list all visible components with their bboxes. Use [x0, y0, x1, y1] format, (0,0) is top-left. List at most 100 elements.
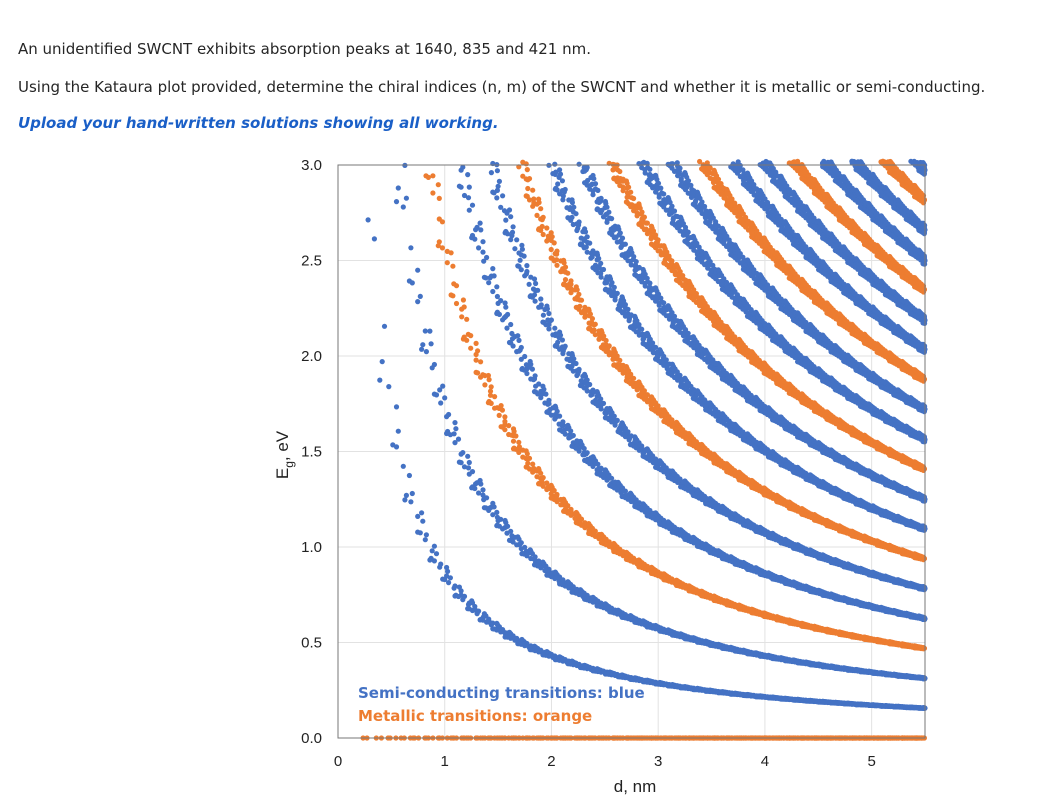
point-S22 [481, 505, 487, 511]
point-S11 [444, 564, 450, 571]
point-S66 [604, 219, 610, 225]
point-S11 [594, 666, 600, 672]
point-S33 [474, 224, 480, 230]
point-M22 [611, 346, 617, 352]
point-M11 [534, 474, 540, 480]
point-M11 [439, 219, 445, 225]
point-M22 [598, 328, 605, 334]
point-M11 [598, 540, 605, 546]
point-S22 [640, 618, 646, 624]
point-M22 [623, 378, 630, 384]
point-S33 [543, 391, 549, 397]
point-M22 [545, 233, 551, 239]
point-M22 [551, 240, 557, 246]
point-S22 [484, 495, 490, 501]
point-M11 [492, 394, 498, 400]
point-S44 [632, 434, 638, 440]
point-S33 [494, 293, 500, 300]
point-S22 [395, 185, 401, 191]
point-S44 [524, 263, 530, 269]
point-S33 [486, 280, 492, 286]
point-M44 [710, 179, 717, 186]
point-S22 [657, 628, 663, 634]
point-M22 [536, 227, 542, 233]
point-S33 [469, 235, 475, 241]
point-M22 [578, 297, 585, 303]
point-S22 [569, 589, 575, 595]
point-S44 [559, 337, 566, 343]
point-S33 [632, 503, 638, 509]
point-S11 [447, 575, 453, 581]
point-S44 [540, 312, 547, 318]
point-S33 [460, 164, 466, 170]
point-M11 [499, 407, 505, 413]
point-S44 [607, 405, 613, 412]
point-S33 [465, 195, 472, 201]
point-M11 [513, 433, 519, 439]
point-M11 [453, 283, 460, 289]
point-M33 [623, 199, 630, 205]
point-S33 [519, 366, 525, 372]
point-S22 [423, 349, 429, 355]
point-S55 [582, 226, 588, 232]
point-M33 [672, 271, 678, 278]
point-S44 [522, 273, 528, 279]
point-S55 [587, 240, 593, 246]
point-S11 [465, 606, 471, 612]
point-M22 [526, 176, 533, 182]
point-M22 [530, 187, 536, 193]
point-M33 [661, 243, 667, 249]
point-M11 [468, 333, 474, 339]
point-S77 [665, 195, 671, 201]
point-S88 [665, 161, 671, 167]
point-S77 [656, 194, 662, 200]
point-M33 [610, 167, 616, 173]
point-S33 [481, 274, 487, 280]
point-M22 [525, 185, 531, 192]
point-S22 [403, 195, 409, 201]
point-S11 [490, 626, 496, 632]
point-S22 [465, 465, 472, 471]
point-S33 [540, 383, 546, 389]
point-M11 [485, 400, 491, 406]
point-M11 [444, 260, 450, 266]
point-S66 [665, 303, 671, 309]
point-S55 [584, 249, 590, 255]
point-M11 [502, 418, 508, 425]
point-M33 [661, 260, 667, 266]
point-S11 [420, 518, 426, 524]
point-S33 [532, 373, 538, 379]
point-S77 [657, 200, 663, 206]
point-M11 [548, 495, 554, 501]
point-S33 [644, 513, 650, 519]
point-S66 [584, 164, 590, 171]
point-S33 [552, 403, 558, 409]
point-M11 [460, 336, 466, 342]
point-S22 [519, 551, 525, 557]
point-M11 [611, 540, 617, 547]
point-S44 [627, 442, 634, 448]
point-S44 [600, 400, 607, 406]
point-M11 [516, 439, 522, 445]
point-S33 [665, 519, 671, 525]
point-S22 [393, 199, 400, 205]
point-S55 [573, 211, 579, 217]
point-S66 [644, 290, 650, 297]
point-S11 [456, 584, 462, 590]
point-S77 [647, 166, 653, 172]
point-M11 [510, 446, 517, 452]
point-S77 [661, 191, 667, 197]
point-S44 [587, 381, 593, 388]
point-S66 [602, 198, 609, 205]
point-S22 [452, 420, 458, 426]
point-M11 [453, 300, 460, 307]
point-M11 [478, 359, 484, 365]
point-S11 [419, 510, 425, 516]
point-S55 [557, 167, 563, 173]
point-M11 [488, 384, 494, 390]
point-S22 [557, 581, 563, 587]
point-M11 [506, 423, 512, 429]
point-S77 [653, 172, 659, 178]
point-S77 [658, 185, 664, 191]
point-M11 [523, 464, 529, 470]
